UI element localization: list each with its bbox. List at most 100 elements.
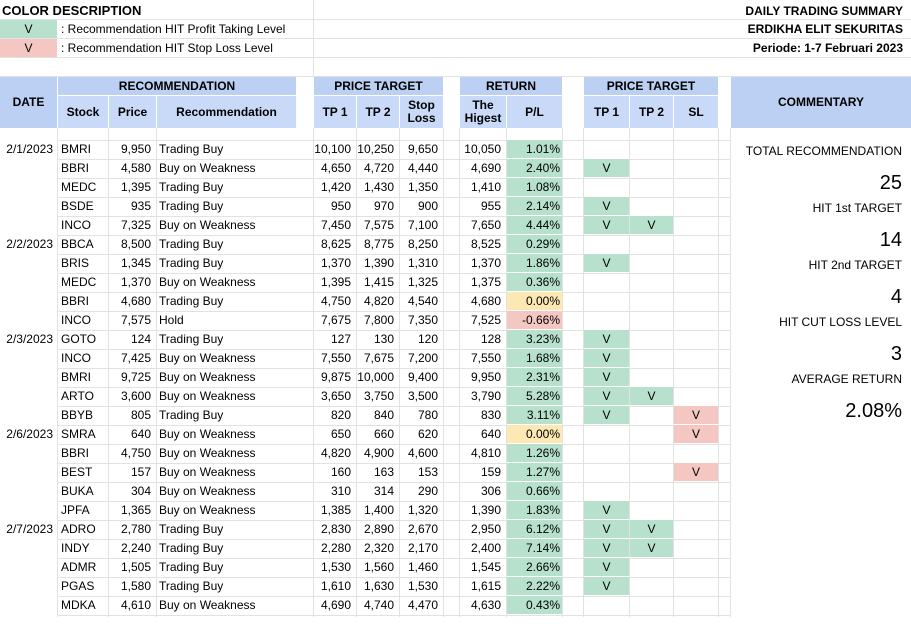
cell-tp2: 7,675 xyxy=(363,351,394,365)
cell-stop-loss: 1,310 xyxy=(407,256,438,270)
cell-price: 124 xyxy=(130,332,151,346)
cell-date xyxy=(0,216,56,234)
header-pl: P/L xyxy=(507,96,562,128)
cell-date xyxy=(0,273,56,291)
cell-hit-tp2 xyxy=(630,425,673,443)
cell-hit-sl xyxy=(674,501,718,519)
cell-highest: 7,650 xyxy=(470,218,501,232)
cell-tp1: 4,750 xyxy=(320,294,351,308)
cell-recommendation: Buy on Weakness xyxy=(159,389,256,403)
cell-hit-tp1: V xyxy=(584,330,629,348)
cell-tp1: 2,830 xyxy=(320,522,351,536)
cell-hit-sl xyxy=(674,349,718,367)
cell-hit-tp1 xyxy=(584,292,629,310)
cell-date xyxy=(0,406,56,424)
cell-recommendation: Trading Buy xyxy=(159,180,224,194)
cell-hit-tp2 xyxy=(630,368,673,386)
cell-price: 9,725 xyxy=(120,370,151,384)
cell-highest: 7,550 xyxy=(470,351,501,365)
cell-stop-loss: 153 xyxy=(417,465,438,479)
gridline xyxy=(156,128,157,617)
cell-hit-tp1: V xyxy=(584,406,629,424)
cell-stop-loss: 7,200 xyxy=(407,351,438,365)
gridline xyxy=(58,387,730,388)
cell-stock: BEST xyxy=(61,465,93,479)
cell-hit-tp1: V xyxy=(584,558,629,576)
cell-hit-tp1 xyxy=(584,463,629,481)
cell-price: 935 xyxy=(130,199,151,213)
cell-pl: -0.66% xyxy=(507,311,562,329)
cell-tp2: 1,630 xyxy=(363,579,394,593)
cell-hit-tp2 xyxy=(630,349,673,367)
gridline xyxy=(58,615,730,616)
cell-highest: 10,050 xyxy=(464,142,501,156)
cell-pl: 7.14% xyxy=(507,539,562,557)
header-price-target-group: PRICE TARGET xyxy=(314,77,443,95)
cell-hit-sl xyxy=(674,273,718,291)
gridline xyxy=(58,292,730,293)
cell-stop-loss: 1,460 xyxy=(407,560,438,574)
gridline xyxy=(730,128,731,617)
gridline xyxy=(459,128,460,617)
cell-stock: MEDC xyxy=(61,180,97,194)
cell-hit-sl xyxy=(674,216,718,234)
cell-hit-sl xyxy=(674,558,718,576)
header-hit-sl: SL xyxy=(674,96,718,128)
cell-tp2: 7,575 xyxy=(363,218,394,232)
cell-tp1: 1,395 xyxy=(320,275,351,289)
cell-stock: ADRO xyxy=(61,522,96,536)
cell-tp1: 1,370 xyxy=(320,256,351,270)
header-recommendation: Recommendation xyxy=(157,96,296,128)
cell-pl: 2.31% xyxy=(507,368,562,386)
gridline xyxy=(0,76,911,77)
cell-highest: 1,615 xyxy=(470,579,501,593)
cell-tp1: 7,450 xyxy=(320,218,351,232)
cell-pl: 1.08% xyxy=(507,178,562,196)
gridline xyxy=(58,406,730,407)
cell-stock: PGAS xyxy=(61,579,95,593)
cell-tp1: 310 xyxy=(330,484,351,498)
cell-recommendation: Trading Buy xyxy=(159,332,224,346)
cell-hit-tp1 xyxy=(584,311,629,329)
cell-highest: 2,400 xyxy=(470,541,501,555)
cell-pl: 6.12% xyxy=(507,520,562,538)
cell-stop-loss: 4,440 xyxy=(407,161,438,175)
cell-hit-sl xyxy=(674,368,718,386)
cell-stock: BMRI xyxy=(61,142,91,156)
cell-hit-sl: V xyxy=(674,463,718,481)
cell-tp2: 4,820 xyxy=(363,294,394,308)
header-highest: The Higest xyxy=(460,96,506,128)
cell-stock: BBCA xyxy=(61,237,94,251)
cell-hit-tp2 xyxy=(630,178,673,196)
cell-hit-sl xyxy=(674,539,718,557)
cell-hit-tp2 xyxy=(630,235,673,253)
cell-tp1: 950 xyxy=(330,199,351,213)
gridline xyxy=(58,539,730,540)
hit-cut-loss-value: 3 xyxy=(890,343,902,365)
cell-hit-sl xyxy=(674,482,718,500)
cell-price: 4,580 xyxy=(120,161,151,175)
header-commentary: COMMENTARY xyxy=(731,77,911,128)
cell-hit-tp1 xyxy=(584,140,629,158)
cell-hit-sl xyxy=(674,254,718,272)
cell-recommendation: Hold xyxy=(159,313,184,327)
cell-stock: GOTO xyxy=(61,332,97,346)
gridline xyxy=(58,330,730,331)
gridline xyxy=(58,159,730,160)
cell-hit-tp2 xyxy=(630,159,673,177)
cell-stop-loss: 7,100 xyxy=(407,218,438,232)
cell-recommendation: Buy on Weakness xyxy=(159,598,256,612)
cell-hit-sl xyxy=(674,292,718,310)
header-return-group: RETURN xyxy=(460,77,562,95)
cell-date: 2/7/2023 xyxy=(6,522,53,536)
cell-pl: 1.26% xyxy=(507,444,562,462)
gridline xyxy=(0,57,911,58)
cell-highest: 7,525 xyxy=(470,313,501,327)
cell-hit-sl xyxy=(674,235,718,253)
cell-stock: BRIS xyxy=(61,256,90,270)
total-recommendation-value: 25 xyxy=(879,172,902,194)
cell-date: 2/3/2023 xyxy=(6,332,53,346)
cell-hit-tp1: V xyxy=(584,501,629,519)
cell-stock: BBRI xyxy=(61,161,90,175)
cell-tp2: 4,900 xyxy=(363,446,394,460)
